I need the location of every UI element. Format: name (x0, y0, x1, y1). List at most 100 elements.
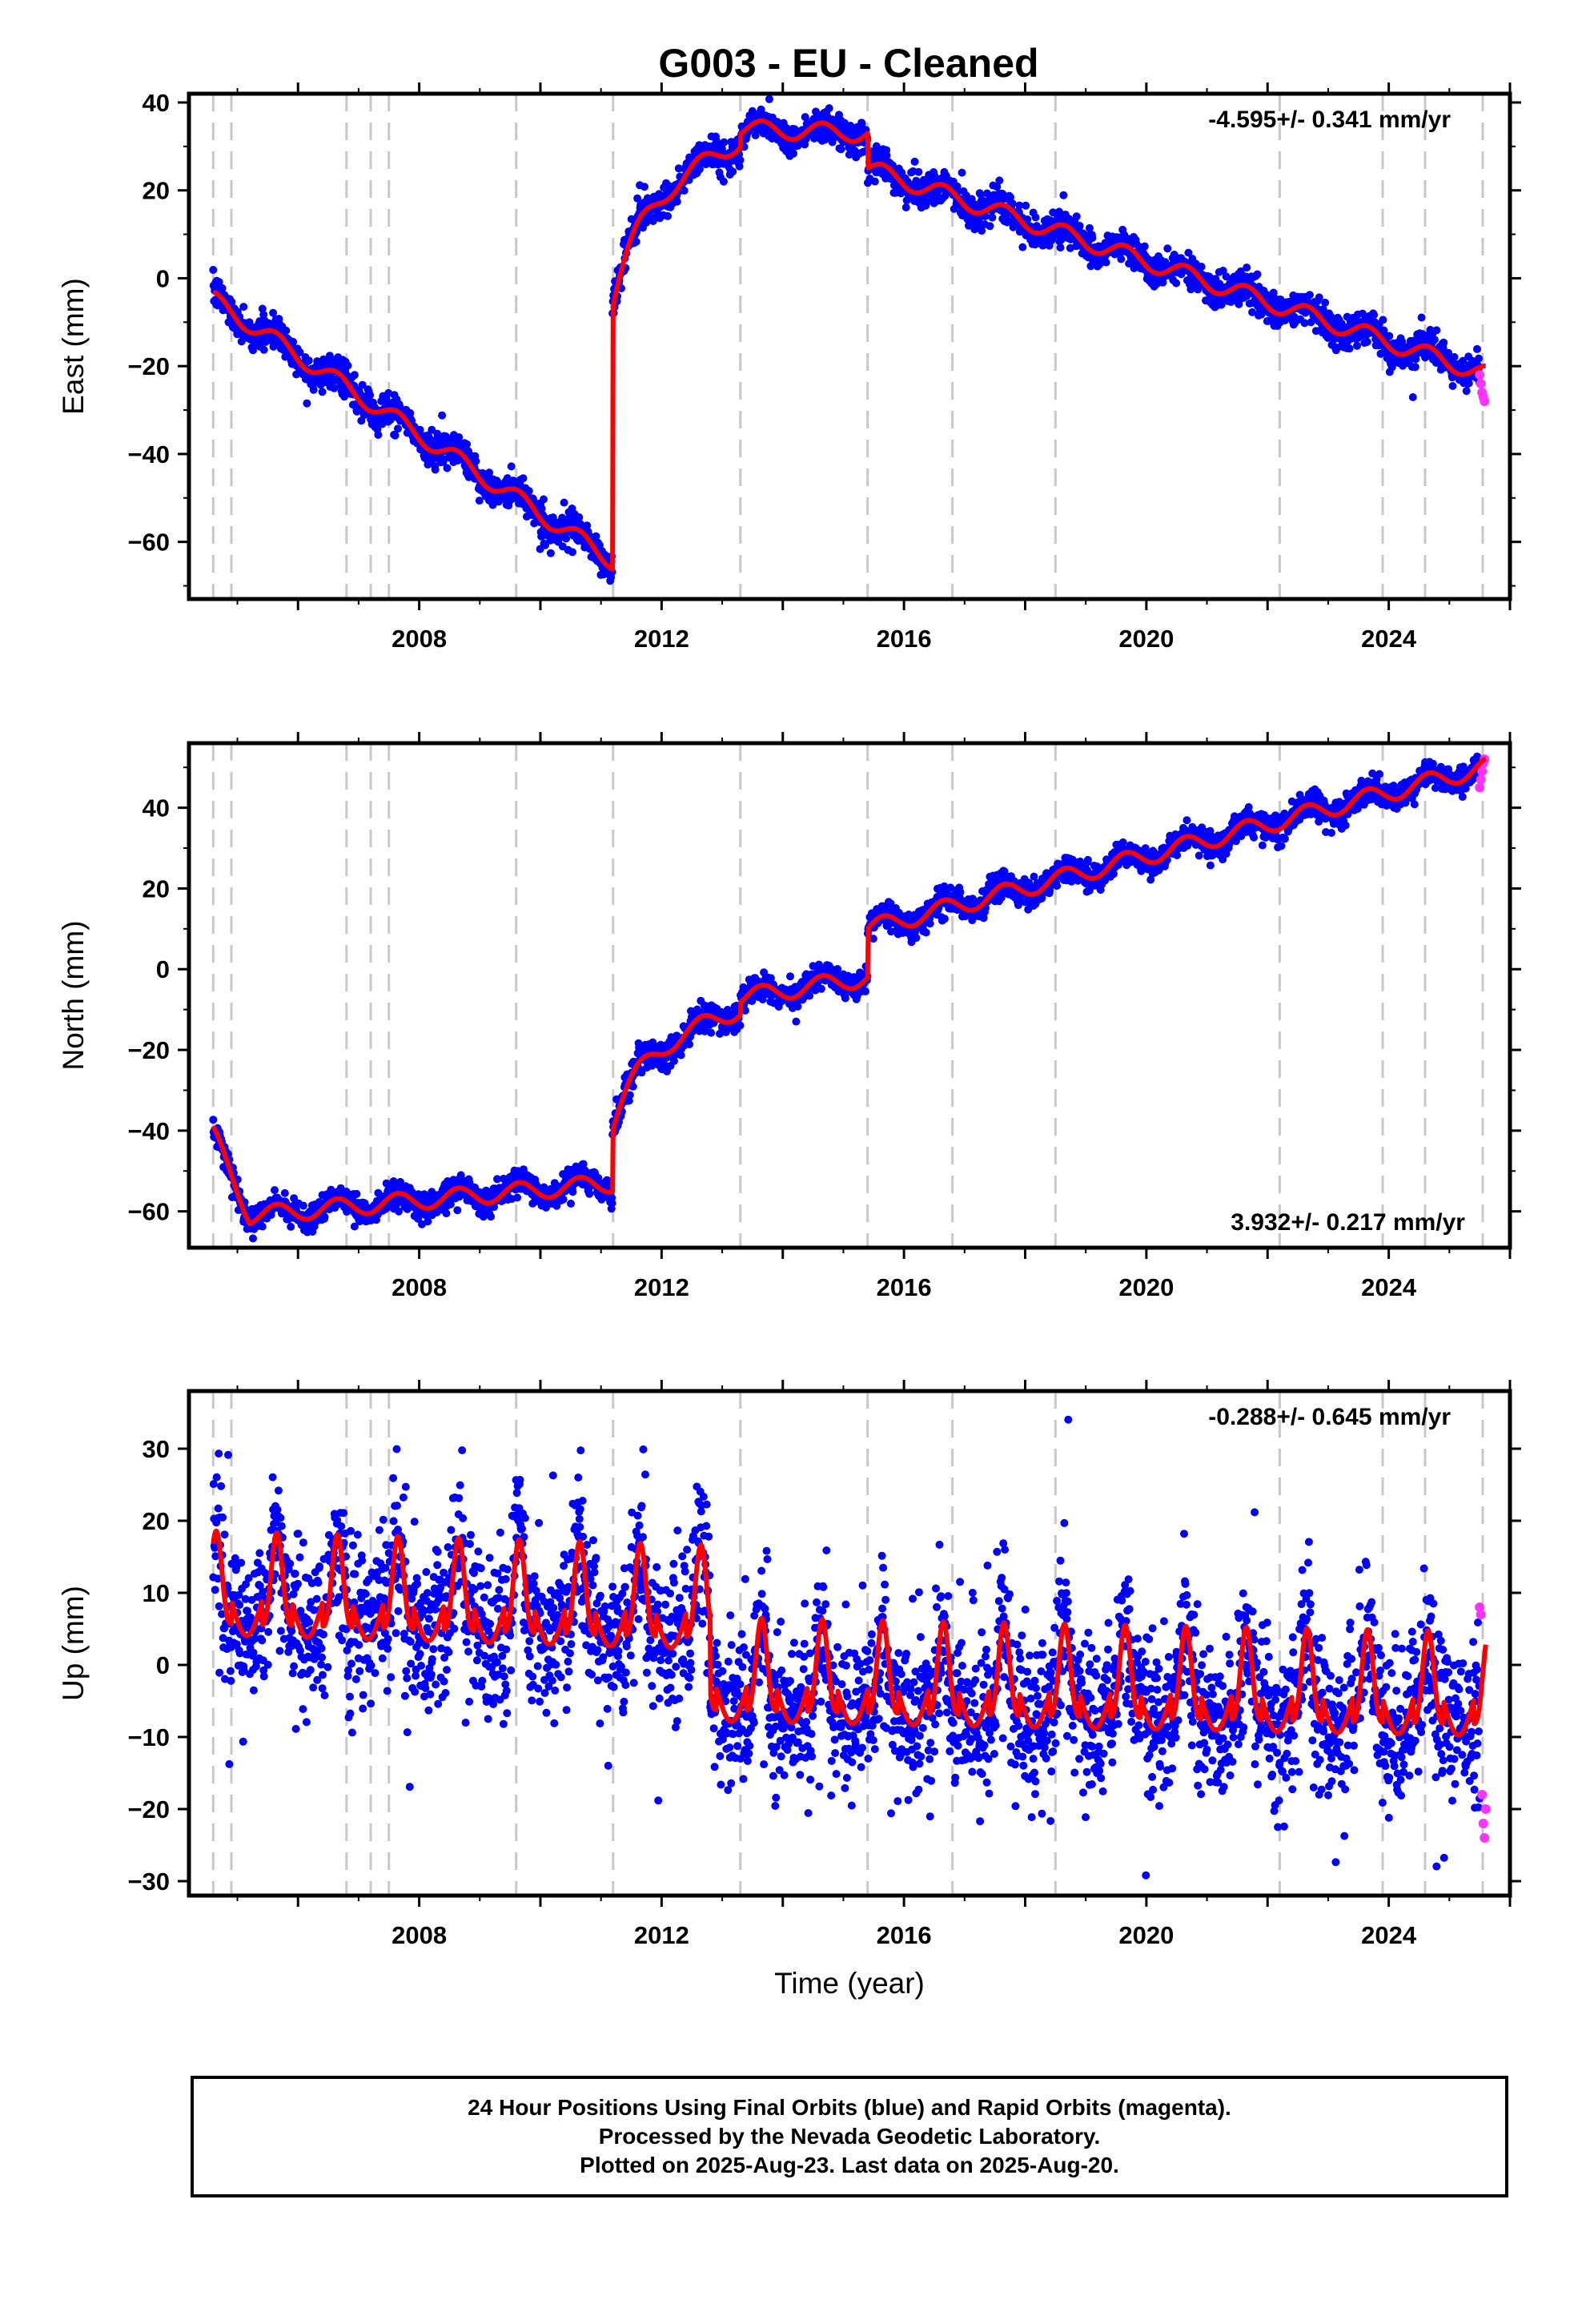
final-point (695, 165, 704, 174)
final-point (1018, 243, 1027, 251)
final-point (259, 345, 268, 354)
final-point (513, 1193, 522, 1202)
final-point (1102, 258, 1110, 267)
x-tick-label: 2008 (391, 625, 447, 653)
plot-frame (187, 91, 1512, 601)
final-point (1022, 201, 1030, 210)
final-point (736, 155, 745, 164)
final-point (729, 167, 737, 176)
final-point (910, 157, 919, 166)
final-point (707, 1028, 716, 1037)
final-point (1345, 344, 1354, 353)
x-tick-label: 2024 (1361, 625, 1417, 653)
final-point (1473, 344, 1481, 353)
final-point (438, 411, 447, 420)
final-point (792, 1017, 801, 1026)
final-point (1462, 387, 1471, 396)
final-point (1370, 311, 1379, 320)
final-point (1411, 363, 1419, 372)
x-tick-label: 2012 (634, 625, 689, 653)
final-point (309, 385, 318, 394)
final-point (1305, 291, 1314, 300)
final-point (560, 498, 568, 507)
final-point (1448, 382, 1457, 390)
final-point (472, 456, 480, 465)
final-point (249, 1234, 257, 1243)
y-tick-label: 0 (156, 264, 170, 292)
final-point (1117, 255, 1126, 263)
final-point (1379, 316, 1387, 324)
final-point (562, 534, 571, 543)
y-tick-label: −40 (127, 440, 170, 468)
final-point (1059, 191, 1068, 199)
final-point (995, 176, 1004, 185)
rapid-point-0 (1475, 370, 1485, 380)
final-point (394, 424, 402, 433)
final-point (258, 1222, 267, 1231)
final-point (303, 399, 311, 408)
final-point (295, 348, 304, 356)
final-point (825, 104, 833, 113)
final-point (1253, 270, 1262, 279)
final-point (1088, 234, 1097, 243)
x-tick-label: 2020 (1118, 625, 1174, 653)
final-point (680, 187, 689, 195)
final-point (218, 283, 227, 292)
final-point (608, 1199, 616, 1208)
final-orbit-points (209, 94, 1484, 585)
final-point (1417, 313, 1426, 322)
final-point (786, 972, 794, 981)
final-point (269, 308, 278, 317)
rate-annotation: -4.595+/- 0.341 mm/yr (1208, 107, 1451, 133)
y-tick-label: 40 (143, 89, 170, 117)
final-point (685, 1040, 694, 1048)
final-point (343, 361, 352, 370)
final-point (258, 304, 267, 313)
final-point (575, 513, 584, 521)
final-point (719, 177, 728, 186)
final-point (358, 380, 367, 389)
final-point (239, 303, 248, 312)
final-point (986, 222, 994, 231)
final-point (442, 1209, 451, 1218)
final-point (1075, 222, 1084, 230)
final-point (1432, 326, 1441, 335)
final-point (320, 1212, 329, 1221)
y-tick-label: −20 (127, 352, 170, 380)
final-point (793, 1002, 802, 1011)
final-point (1353, 341, 1361, 350)
final-point (352, 1189, 361, 1198)
final-point (209, 1116, 218, 1124)
final-point (391, 431, 400, 440)
x-tick-label: 2016 (877, 625, 932, 653)
final-point (304, 356, 313, 365)
final-point (673, 197, 681, 206)
final-point (280, 1188, 289, 1197)
model-fit-line (211, 118, 1488, 572)
final-point (507, 462, 516, 471)
final-point (330, 384, 339, 392)
final-point (1056, 243, 1065, 252)
final-point (259, 310, 268, 319)
final-point (559, 1195, 568, 1204)
final-point (350, 371, 359, 380)
final-point (1243, 263, 1251, 272)
final-point (958, 168, 966, 177)
final-point (632, 237, 640, 246)
final-point (789, 149, 797, 158)
final-point (374, 431, 383, 439)
final-point (568, 548, 576, 557)
final-point (1385, 332, 1394, 340)
final-point (519, 474, 528, 483)
final-point (546, 549, 555, 557)
final-point (366, 391, 375, 400)
final-point (287, 1222, 295, 1231)
final-point (736, 1021, 745, 1030)
y-tick-label: −60 (127, 529, 170, 557)
rapid-point-1 (1476, 379, 1486, 389)
y-tick-label: 20 (143, 177, 170, 205)
final-point (443, 464, 452, 472)
